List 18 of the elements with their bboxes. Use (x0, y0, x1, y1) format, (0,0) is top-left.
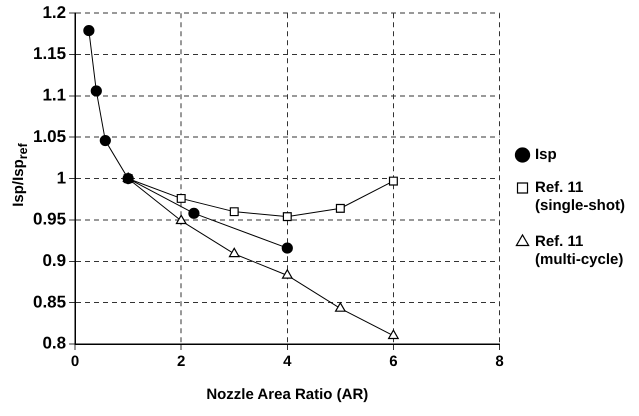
legend-label: Ref. 11 (single-shot) (535, 179, 626, 214)
legend-label: Isp (535, 146, 557, 164)
x-tick-label: 6 (389, 353, 398, 370)
legend-label: Ref. 11 (multi-cycle) (535, 233, 624, 268)
y-tick-label: 1.2 (42, 2, 66, 22)
y-tick-label: 0.95 (32, 210, 66, 229)
x-axis-title: Nozzle Area Ratio (AR) (206, 386, 368, 404)
y-tick-label: 1 (56, 168, 66, 188)
y-tick-label: 0.8 (42, 334, 66, 353)
x-tick-label: 0 (70, 353, 80, 370)
y-tick-label: 0.9 (42, 250, 66, 270)
x-tick-label: 2 (177, 353, 186, 370)
x-tick-label: 4 (283, 353, 292, 370)
y-tick-label: 1.05 (32, 126, 66, 146)
x-tick-label: 8 (495, 353, 504, 370)
y-tick-label: 0.85 (32, 292, 66, 312)
y-tick-label: 1.15 (32, 44, 66, 64)
y-tick-label: 1.1 (42, 86, 66, 105)
